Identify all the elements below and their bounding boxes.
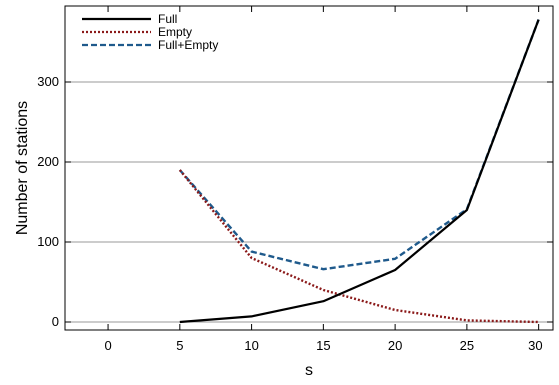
y-tick-label: 100	[37, 234, 59, 249]
series-layer	[178, 19, 540, 324]
tick-labels: 0 100 200 300 0 5 10 15 20 25 30	[37, 74, 542, 353]
x-tick-label: 0	[104, 338, 111, 353]
x-tick-label: 5	[176, 338, 183, 353]
plot-frame	[64, 5, 554, 331]
x-tick-label: 30	[528, 338, 542, 353]
legend-label: Full+Empty	[158, 38, 218, 52]
x-tick-label: 10	[244, 338, 258, 353]
grid-lines	[65, 81, 553, 323]
y-axis-label: Number of stations	[14, 101, 31, 235]
legend-label: Empty	[158, 25, 192, 39]
x-tick-label: 20	[388, 338, 402, 353]
series-line-empty	[178, 169, 539, 324]
y-tick-label: 0	[52, 314, 59, 329]
axis-ticks	[65, 6, 553, 330]
y-tick-label: 300	[37, 74, 59, 89]
x-tick-label: 15	[316, 338, 330, 353]
y-tick-label: 200	[37, 154, 59, 169]
series-line-full	[179, 19, 540, 324]
legend-label: Full	[158, 12, 177, 26]
series-line-full-empty	[178, 19, 540, 271]
x-axis-label: s	[305, 362, 313, 379]
x-tick-label: 25	[460, 338, 474, 353]
